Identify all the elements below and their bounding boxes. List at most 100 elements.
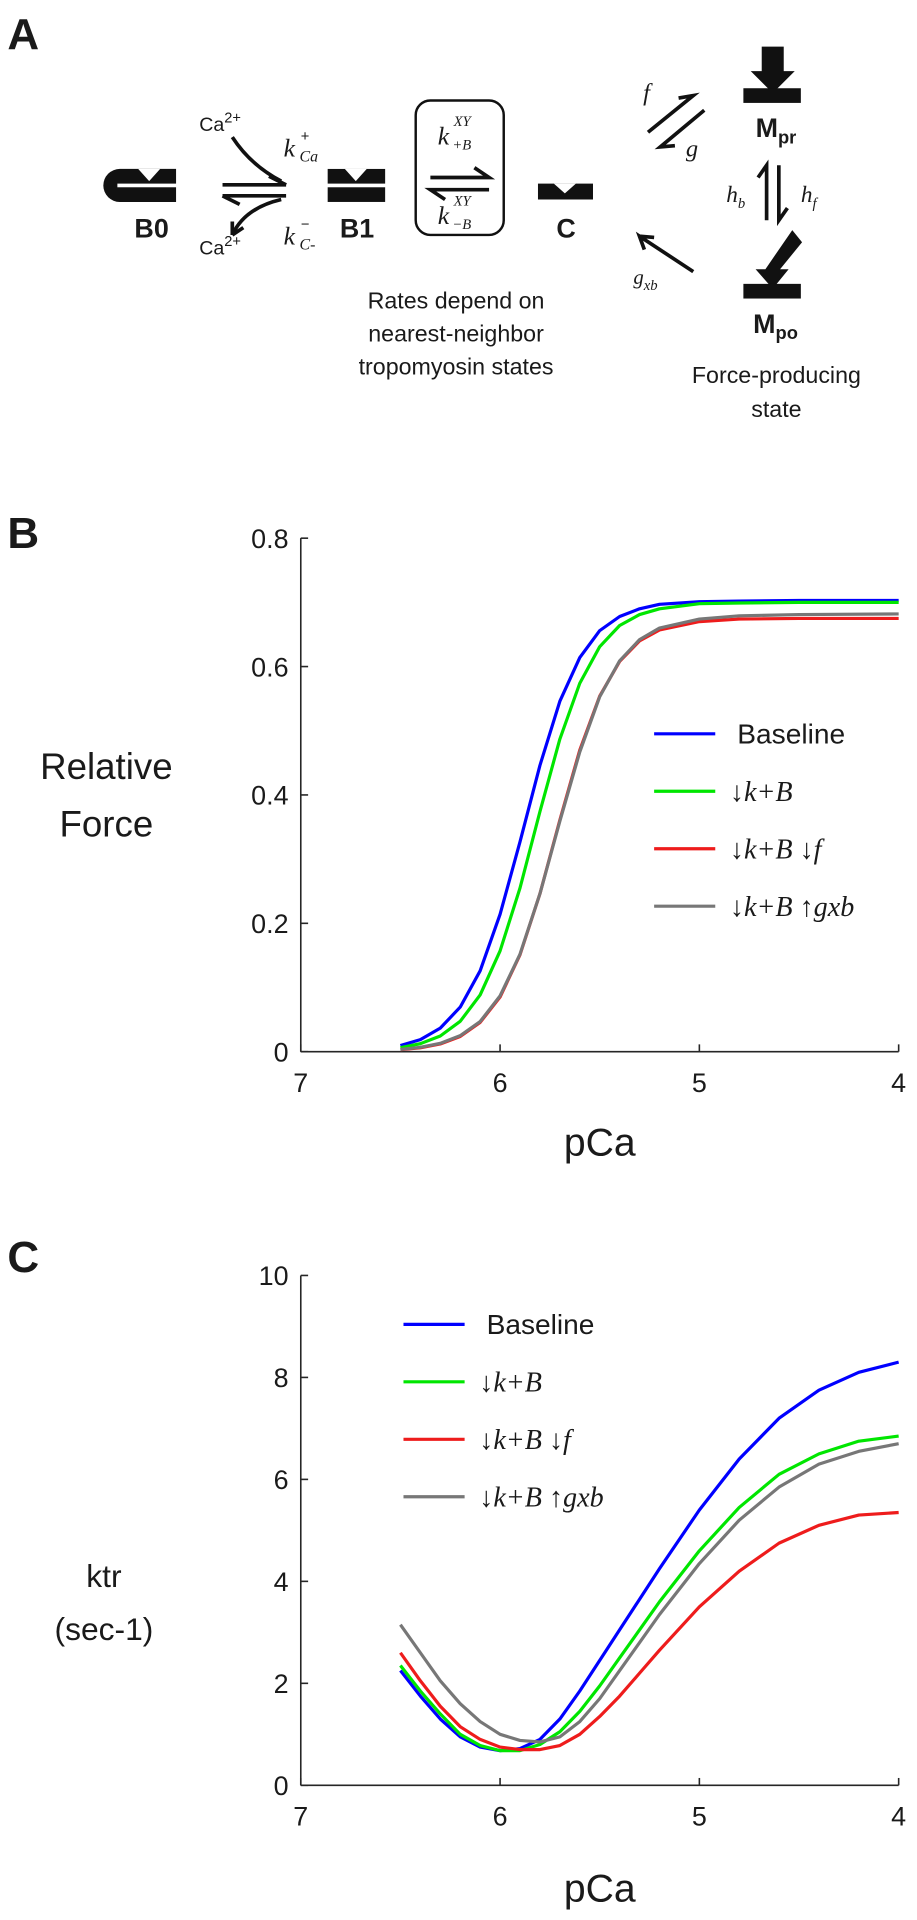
y-tick-label: 0.6	[251, 652, 288, 682]
note-line: nearest-neighbor	[368, 320, 544, 346]
b0-divider	[117, 183, 179, 188]
note-line: Rates depend on	[368, 287, 545, 313]
legend-label: ↓k+B ↓f	[479, 1425, 575, 1456]
x-tick-label: 4	[891, 1068, 906, 1098]
legend-label: Baseline	[737, 719, 845, 750]
rate-label: hb	[726, 182, 745, 212]
state-sub: pr	[778, 126, 796, 147]
x-axis-label: pCa	[564, 1122, 636, 1165]
legend-label: ↓k+B	[479, 1368, 542, 1399]
rate-base: g	[633, 266, 643, 289]
state-sub: po	[776, 322, 798, 343]
x-tick-label: 7	[293, 1068, 308, 1098]
mpr-head	[750, 46, 795, 94]
detach-arrow	[635, 231, 695, 274]
x-tick-label: 4	[891, 1802, 906, 1832]
rate-label: g	[686, 136, 698, 163]
y-tick-label: 0	[274, 1037, 289, 1067]
chart: C 0 2 4 6 8 10 7 6 5 4 pCa ktr (sec-1) Baseline ↓k+B ↓k+…	[7, 1233, 906, 1911]
y-tick-label: 6	[274, 1465, 289, 1495]
calcium-label: Ca2+	[199, 234, 241, 260]
series-line	[399, 1434, 899, 1753]
y-axis-label: ktr	[86, 1558, 122, 1594]
rate-base: h	[726, 182, 738, 208]
rate-base: h	[801, 182, 813, 208]
state-label: Mpo	[753, 309, 798, 343]
series-line	[400, 612, 899, 1052]
mpr-bar	[743, 88, 801, 103]
y-tick-label: 0.2	[251, 909, 288, 939]
panel-label: A	[7, 10, 39, 59]
rate-sub: Ca	[300, 149, 319, 166]
legend-label: ↓k+B ↓f	[730, 835, 826, 866]
x-tick-label: 7	[293, 1802, 308, 1832]
state-base: M	[756, 113, 778, 143]
mpo-head	[755, 230, 803, 289]
equilibrium-arrows	[424, 166, 496, 202]
calcium-base: Ca	[199, 238, 224, 260]
x-axis-label: pCa	[564, 1867, 636, 1910]
series-line	[400, 600, 899, 1050]
calcium-sup: 2+	[224, 234, 241, 250]
calcium-sup: 2+	[224, 110, 241, 126]
rate-sub: b	[738, 196, 745, 212]
rate-sub: C-	[300, 237, 316, 254]
mpo-bar	[743, 283, 801, 299]
rate-label: f	[643, 79, 653, 106]
b1-notch	[344, 168, 367, 182]
panel-label: B	[7, 509, 39, 558]
rate-label: k	[438, 121, 450, 150]
rate-sub: +B	[452, 137, 471, 153]
series-line	[399, 598, 899, 1048]
series-line	[399, 1510, 899, 1752]
legend-label: ↓k+B ↑gxb	[479, 1483, 603, 1514]
calcium-base: Ca	[199, 114, 224, 136]
x-tick-label: 6	[493, 1802, 508, 1832]
rate-sub: f	[812, 196, 818, 212]
c-notch	[553, 183, 576, 194]
state-label: C	[556, 213, 575, 243]
rate-label: gxb	[633, 266, 657, 294]
series-line	[399, 1360, 900, 1753]
power-stroke-arrows	[756, 159, 789, 227]
x-tick-label: 6	[493, 1068, 508, 1098]
b0-notch	[138, 168, 161, 182]
x-tick-label: 5	[692, 1802, 707, 1832]
note-line: state	[751, 396, 801, 422]
rate-label: hf	[801, 182, 819, 212]
rate-label: k	[438, 201, 450, 230]
series-line	[400, 616, 899, 1052]
rate-label: k	[284, 134, 296, 163]
y-tick-label: 2	[274, 1669, 289, 1699]
b1-divider	[325, 183, 388, 188]
note-line: tropomyosin states	[359, 353, 554, 379]
y-axis-label: (sec-1)	[55, 1611, 154, 1647]
rate-sub: xb	[643, 278, 658, 294]
panel-label: C	[7, 1233, 39, 1282]
state-label: Mpr	[756, 113, 797, 147]
rate-sub: −B	[452, 217, 471, 233]
rate-sup: XY	[453, 194, 473, 210]
rate-sup: +	[301, 129, 310, 145]
y-axis-label: Relative	[40, 746, 173, 787]
rate-box	[414, 99, 505, 237]
calcium-arrows	[221, 136, 287, 237]
diagram: A B0 Ca2+ Ca2+ k + Ca k − C- B1 k XY +B …	[7, 10, 861, 422]
x-tick-label: 5	[692, 1068, 707, 1098]
legend-label: ↓k+B	[730, 777, 793, 808]
rate-label: k	[284, 222, 296, 251]
legend-label: ↓k+B ↑gxb	[730, 892, 854, 923]
state-label: B0	[134, 213, 168, 243]
rate-sup: XY	[453, 114, 473, 130]
attach-arrows	[646, 92, 706, 150]
state-label: B1	[340, 213, 374, 243]
legend: Baseline ↓k+B ↓k+B ↓f ↓k+B ↑gxb	[654, 719, 854, 923]
y-tick-label: 0.4	[251, 781, 288, 811]
calcium-label: Ca2+	[199, 110, 241, 136]
legend: Baseline ↓k+B ↓k+B ↓f ↓k+B ↑gxb	[403, 1309, 604, 1514]
note-line: Force-producing	[692, 362, 861, 388]
chart: B 0 0.2 0.4 0.6 0.8 7 6 5 4 pCa Relative Force Baseli…	[7, 509, 906, 1165]
y-axis-label: Force	[59, 804, 153, 845]
